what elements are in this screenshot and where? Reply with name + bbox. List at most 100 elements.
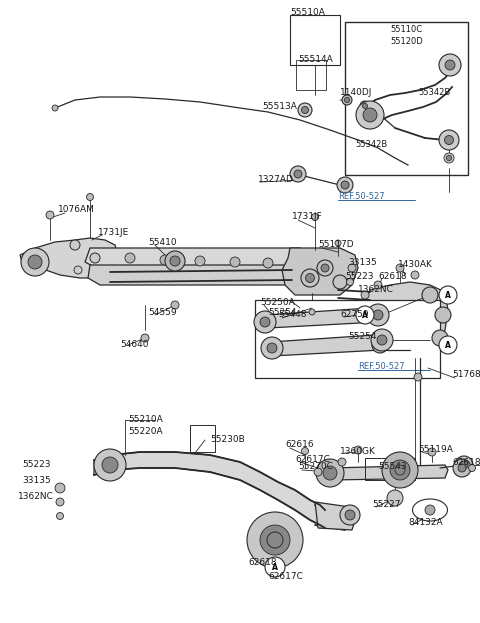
Circle shape xyxy=(435,307,451,323)
Polygon shape xyxy=(94,452,325,528)
Circle shape xyxy=(439,286,457,304)
Circle shape xyxy=(57,513,63,520)
Text: 33135: 33135 xyxy=(348,258,377,267)
Circle shape xyxy=(267,343,277,353)
Polygon shape xyxy=(268,335,385,356)
Text: 55342B: 55342B xyxy=(418,88,450,97)
Circle shape xyxy=(439,130,459,150)
Text: 55410: 55410 xyxy=(148,238,177,247)
Polygon shape xyxy=(330,465,448,480)
Circle shape xyxy=(317,260,333,276)
Circle shape xyxy=(411,271,419,279)
Circle shape xyxy=(445,60,455,70)
Circle shape xyxy=(21,248,49,276)
Circle shape xyxy=(171,301,179,309)
Text: 33135: 33135 xyxy=(22,476,51,485)
Circle shape xyxy=(342,95,352,105)
Text: A: A xyxy=(272,563,278,571)
Circle shape xyxy=(195,256,205,266)
Bar xyxy=(190,425,215,452)
Circle shape xyxy=(395,465,405,475)
Text: 1731JE: 1731JE xyxy=(98,228,129,237)
Text: 1731JF: 1731JF xyxy=(292,212,323,221)
Text: 55227: 55227 xyxy=(372,500,400,509)
Text: 55220A: 55220A xyxy=(128,427,163,436)
Bar xyxy=(345,22,468,175)
Text: 51768: 51768 xyxy=(452,370,480,379)
Circle shape xyxy=(298,103,312,117)
Circle shape xyxy=(56,498,64,506)
Circle shape xyxy=(390,460,410,480)
Text: A: A xyxy=(445,341,451,350)
Text: 1362NC: 1362NC xyxy=(358,285,394,294)
Circle shape xyxy=(458,464,466,472)
Circle shape xyxy=(361,291,369,299)
Circle shape xyxy=(341,181,349,189)
Bar xyxy=(290,15,340,65)
Circle shape xyxy=(356,306,374,324)
Polygon shape xyxy=(315,502,355,530)
Text: REF.50-527: REF.50-527 xyxy=(358,362,405,371)
Circle shape xyxy=(323,466,337,480)
Circle shape xyxy=(444,135,454,145)
Text: 55119A: 55119A xyxy=(418,445,453,454)
Circle shape xyxy=(460,461,468,469)
Circle shape xyxy=(414,373,422,381)
Circle shape xyxy=(372,337,388,353)
Circle shape xyxy=(254,311,276,333)
Circle shape xyxy=(314,468,322,476)
Bar xyxy=(365,458,415,480)
Circle shape xyxy=(102,457,118,473)
Text: 1327AD: 1327AD xyxy=(258,175,294,184)
Circle shape xyxy=(230,257,240,267)
Text: 55210A: 55210A xyxy=(128,415,163,424)
Text: 55223: 55223 xyxy=(345,272,373,281)
Circle shape xyxy=(446,155,452,161)
Circle shape xyxy=(160,255,170,265)
Circle shape xyxy=(125,253,135,263)
Circle shape xyxy=(90,253,100,263)
Polygon shape xyxy=(88,265,318,285)
Circle shape xyxy=(396,264,404,272)
Circle shape xyxy=(347,278,353,285)
Circle shape xyxy=(261,337,283,359)
Circle shape xyxy=(373,310,383,320)
Circle shape xyxy=(165,251,185,271)
Text: 62616: 62616 xyxy=(285,440,313,449)
Text: 1360GK: 1360GK xyxy=(340,447,376,456)
Circle shape xyxy=(28,255,42,269)
Text: 1076AM: 1076AM xyxy=(58,205,95,214)
Circle shape xyxy=(70,240,80,250)
Circle shape xyxy=(360,101,370,111)
Circle shape xyxy=(363,108,377,122)
Circle shape xyxy=(301,269,319,287)
Polygon shape xyxy=(85,248,315,270)
Circle shape xyxy=(94,449,126,481)
Text: 1362NC: 1362NC xyxy=(18,492,54,501)
Circle shape xyxy=(260,317,270,327)
Circle shape xyxy=(338,458,346,466)
Text: 55254: 55254 xyxy=(268,308,297,317)
Polygon shape xyxy=(360,282,448,358)
Circle shape xyxy=(453,459,471,477)
Text: REF.50-527: REF.50-527 xyxy=(338,192,384,201)
Text: 62617C: 62617C xyxy=(295,455,330,464)
Circle shape xyxy=(294,170,302,178)
Circle shape xyxy=(432,330,448,346)
Circle shape xyxy=(371,329,393,351)
Text: 62617C: 62617C xyxy=(268,572,303,581)
Text: 55510A: 55510A xyxy=(290,8,325,17)
Circle shape xyxy=(267,532,283,548)
Circle shape xyxy=(247,512,303,568)
Text: A: A xyxy=(445,290,451,300)
Text: 55342B: 55342B xyxy=(355,140,387,149)
Circle shape xyxy=(468,465,476,472)
Circle shape xyxy=(428,448,436,456)
Circle shape xyxy=(439,54,461,76)
Circle shape xyxy=(290,166,306,182)
Circle shape xyxy=(382,452,418,488)
Circle shape xyxy=(345,98,349,103)
Text: 55513A: 55513A xyxy=(262,102,297,111)
Bar xyxy=(296,60,326,90)
Text: 55250A: 55250A xyxy=(260,298,295,307)
